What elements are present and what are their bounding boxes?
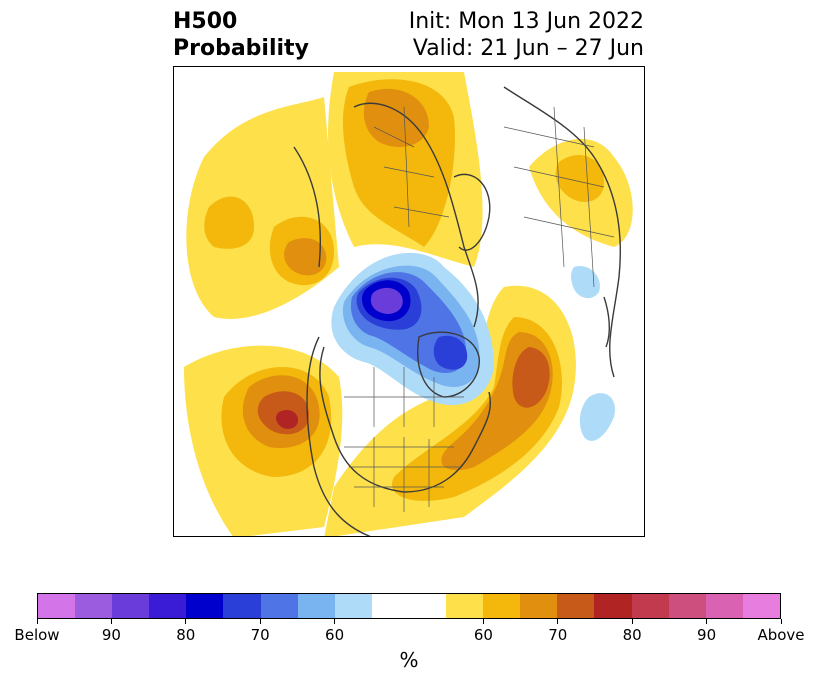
colorbar-segment	[594, 594, 632, 618]
colorbar-segment	[631, 594, 669, 618]
valid-period-label: Valid: 21 Jun – 27 Jun	[412, 36, 644, 61]
colorbar-segment	[38, 594, 76, 618]
prob-70-region-asia-east	[555, 154, 604, 202]
prob-60-below-region-siberia	[571, 266, 600, 299]
prob-75-region-pacific-east	[284, 238, 327, 276]
coastline-asia	[503, 86, 621, 378]
colorbar-segment	[186, 594, 224, 618]
colorbar-tick-mark	[706, 619, 708, 624]
colorbar-segment	[371, 594, 409, 618]
colorbar-segment	[297, 594, 335, 618]
colorbar-tick-label: 70	[250, 626, 270, 644]
below-normal-anomaly-layer	[331, 252, 615, 441]
borders-layer	[344, 106, 615, 512]
coastline-north-america	[319, 346, 491, 493]
colorbar-tick-label: Below	[14, 626, 60, 644]
colorbar-tick-label: 60	[473, 626, 493, 644]
colorbar-tick-label: 60	[325, 626, 345, 644]
colorbar-segment	[557, 594, 595, 618]
probability-colorbar	[37, 593, 781, 619]
borders-asia	[503, 106, 615, 288]
prob-70-region-pacific-west	[204, 196, 254, 249]
colorbar-tick-label: 90	[101, 626, 121, 644]
map-title: H500 Probability	[173, 8, 309, 62]
coastline-africa-edge	[293, 146, 321, 268]
coastline-scandinavia	[453, 173, 491, 251]
colorbar-segment	[705, 594, 743, 618]
colorbar-tick-label: 70	[548, 626, 568, 644]
coastline-europe	[353, 102, 479, 328]
coastline-greenland	[417, 331, 480, 398]
colorbar-segment	[408, 594, 447, 618]
borders-europe	[373, 106, 450, 228]
map-canvas	[174, 67, 644, 536]
colorbar-tick-label: 80	[622, 626, 642, 644]
colorbar-tick-label: 90	[697, 626, 717, 644]
colorbar-segment	[149, 594, 187, 618]
coastlines-layer	[293, 86, 621, 536]
colorbar-tick-mark	[482, 619, 484, 624]
colorbar-segment	[260, 594, 298, 618]
colorbar-segment	[668, 594, 706, 618]
title-line-h500: H500	[173, 9, 238, 34]
colorbar-unit-label: %	[399, 648, 419, 672]
title-line-probability: Probability	[173, 36, 309, 61]
colorbar-tick-mark	[185, 619, 187, 624]
colorbar-tick-mark	[780, 619, 782, 624]
borders-canada-provinces	[344, 367, 464, 427]
prob-60-below-region-atlantic	[579, 393, 615, 441]
colorbar-tick-mark	[36, 619, 38, 624]
probability-map	[173, 66, 645, 537]
borders-usa-states	[344, 437, 459, 512]
colorbar-segment	[75, 594, 113, 618]
colorbar-segment	[223, 594, 261, 618]
prob-80-region-atlantic	[512, 347, 550, 408]
prob-85-region-north-pacific	[276, 410, 299, 429]
prob-75-below-region-baffin	[433, 335, 468, 370]
colorbar-tick-mark	[557, 619, 559, 624]
coastline-north-america-west	[306, 336, 371, 536]
colorbar-tick-label: Above	[757, 626, 805, 644]
colorbar-segment	[483, 594, 521, 618]
above-normal-anomaly-layer	[184, 72, 633, 536]
colorbar-segment	[446, 594, 484, 618]
colorbar-segment	[742, 594, 780, 618]
coastline-japan	[603, 296, 611, 348]
prob-75-region-europe	[363, 88, 429, 147]
prob-90-below-region-arctic	[370, 287, 403, 314]
colorbar-tick-label: 80	[176, 626, 196, 644]
colorbar-tick-mark	[631, 619, 633, 624]
colorbar-segment	[334, 594, 372, 618]
colorbar-tick-mark	[259, 619, 261, 624]
colorbar-tick-mark	[110, 619, 112, 624]
init-time-label: Init: Mon 13 Jun 2022	[408, 9, 644, 34]
colorbar-segment	[520, 594, 558, 618]
colorbar-segment	[112, 594, 150, 618]
map-run-info: Init: Mon 13 Jun 2022 Valid: 21 Jun – 27…	[409, 8, 644, 62]
colorbar-tick-mark	[334, 619, 336, 624]
